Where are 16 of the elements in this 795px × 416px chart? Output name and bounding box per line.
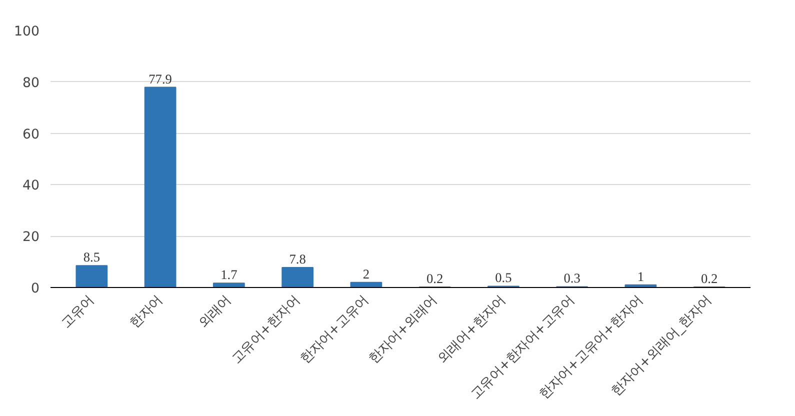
data-label: 0.5	[495, 270, 512, 286]
data-label: 1.7	[220, 267, 238, 282]
data-label: 2	[362, 266, 370, 282]
y-tick-label: 40	[22, 178, 40, 194]
data-label: 0.2	[426, 270, 444, 286]
y-tick-label: 80	[22, 76, 40, 91]
data-label: 1	[637, 268, 644, 284]
y-tick-label: 100	[14, 24, 40, 40]
data-label: 77.9	[148, 71, 172, 86]
data-label: 8.5	[83, 250, 100, 265]
data-label: 0.2	[700, 270, 718, 286]
y-tick-label: 20	[22, 230, 40, 246]
data-label: 0.3	[564, 270, 581, 286]
y-tick-label: 60	[22, 127, 40, 142]
y-tick-label: 0	[31, 282, 40, 296]
data-label: 7.8	[289, 251, 306, 266]
